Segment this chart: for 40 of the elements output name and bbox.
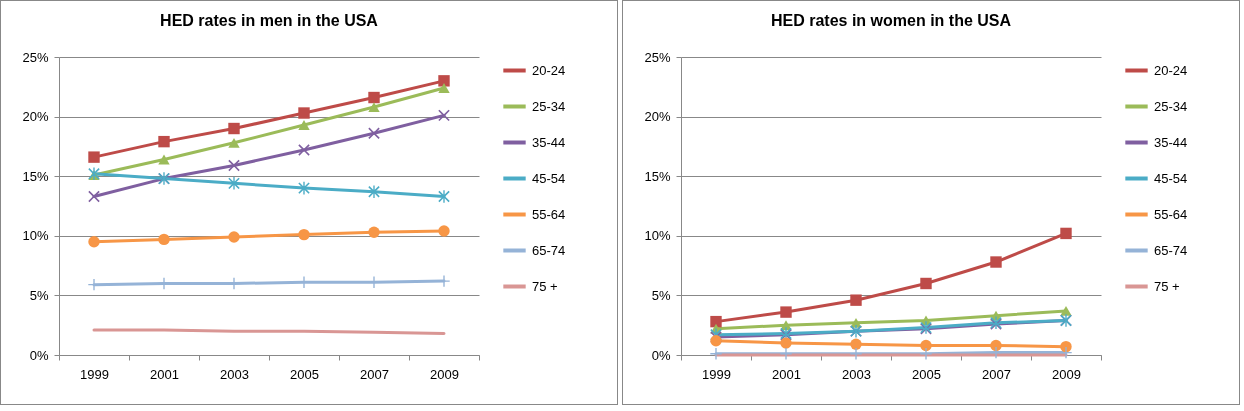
legend-label: 35-44 (532, 134, 566, 150)
x-tick-label: 2007 (982, 366, 1011, 382)
y-tick-label: 25% (644, 49, 671, 65)
y-tick-label: 5% (651, 287, 671, 303)
x-tick-label: 2007 (360, 366, 389, 382)
y-tick-label: 20% (644, 109, 671, 125)
y-tick-label: 15% (644, 168, 671, 184)
x-tick-label: 2009 (1052, 366, 1081, 382)
x-tick-label: 2001 (150, 366, 179, 382)
x-tick-label: 2003 (842, 366, 871, 382)
x-tick-label: 1999 (702, 366, 731, 382)
legend-label: 55-64 (532, 206, 566, 222)
legend-label: 55-64 (1154, 206, 1188, 222)
x-tick-label: 2009 (430, 366, 459, 382)
x-tick-label: 2005 (290, 366, 319, 382)
legend-label: 20-24 (532, 62, 566, 78)
x-tick-label: 1999 (80, 366, 109, 382)
legend-label: 65-74 (532, 242, 566, 258)
legend-label: 45-54 (532, 170, 566, 186)
legend-label: 35-44 (1154, 134, 1188, 150)
y-tick-label: 10% (644, 228, 671, 244)
y-tick-label: 0% (29, 347, 49, 363)
y-tick-label: 20% (22, 109, 49, 125)
y-tick-label: 25% (22, 49, 49, 65)
x-tick-label: 2003 (220, 366, 249, 382)
legend-label: 25-34 (1154, 98, 1188, 114)
legend-label: 75 + (1154, 278, 1180, 294)
legend-label: 25-34 (532, 98, 566, 114)
legend-label: 45-54 (1154, 170, 1188, 186)
legend-label: 65-74 (1154, 242, 1188, 258)
y-tick-label: 10% (22, 228, 49, 244)
legend-label: 75 + (532, 278, 558, 294)
chart-title: HED rates in women in the USA (770, 12, 1012, 29)
x-tick-label: 2005 (912, 366, 941, 382)
x-tick-label: 2001 (772, 366, 801, 382)
chart-title: HED rates in men in the USA (160, 12, 379, 29)
legend-label: 20-24 (1154, 62, 1188, 78)
y-tick-label: 15% (22, 168, 49, 184)
y-tick-label: 5% (29, 287, 49, 303)
y-tick-label: 0% (651, 347, 671, 363)
